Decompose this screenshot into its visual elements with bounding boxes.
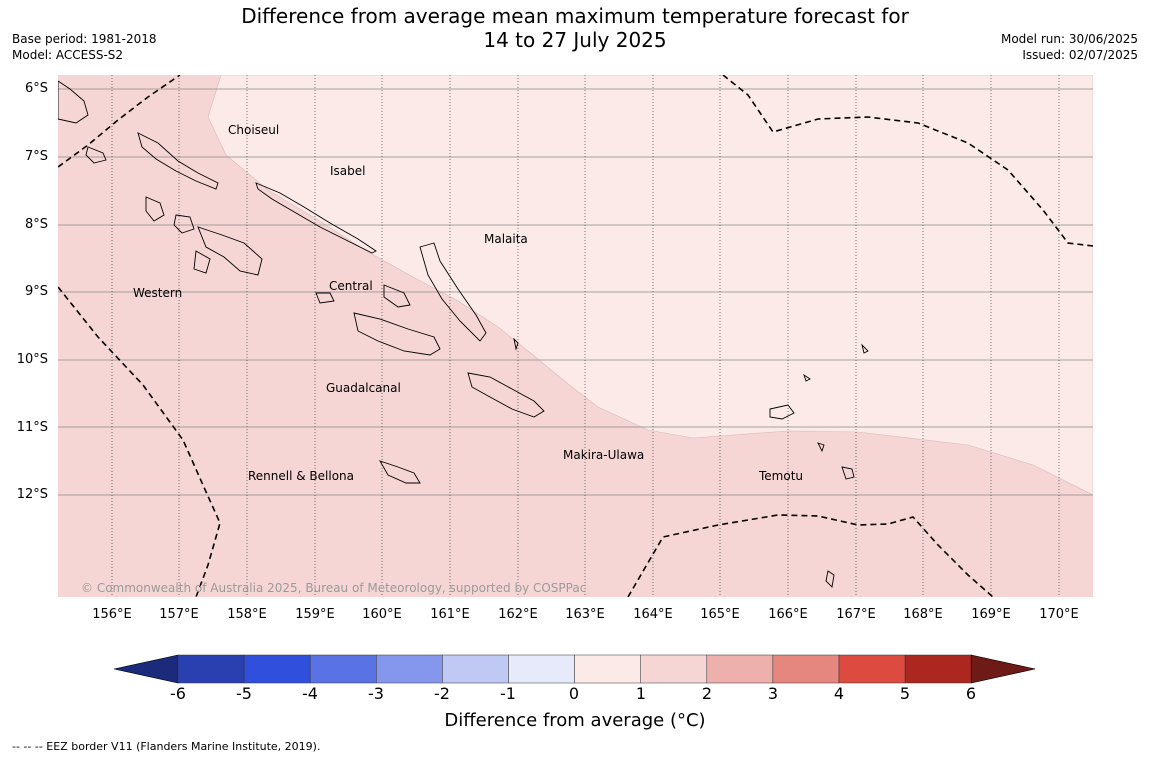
colorbar-tick: 3 [767, 684, 779, 703]
lon-label: 168°E [903, 607, 943, 622]
lon-label: 166°E [768, 607, 808, 622]
lon-label: 158°E [227, 607, 267, 622]
colorbar-cell [177, 654, 245, 684]
choiseul-island [137, 132, 219, 190]
lat-label: 6°S [24, 81, 48, 96]
lon-label: 159°E [295, 607, 335, 622]
lat-label: 8°S [24, 217, 48, 232]
isabel-island [255, 182, 377, 254]
new-georgia-islands [197, 226, 263, 276]
lon-label: 162°E [498, 607, 538, 622]
colorbar-tick: 0 [568, 684, 580, 703]
lat-label: 7°S [24, 149, 48, 164]
lat-label: 10°S [16, 352, 48, 367]
colorbar [113, 654, 1036, 684]
colorbar-cell [376, 654, 443, 684]
guadalcanal-island [353, 312, 441, 356]
colorbar-cell [309, 654, 377, 684]
colorbar-label: Difference from average (°C) [444, 710, 706, 731]
colorbar-cell [772, 654, 840, 684]
lon-label: 169°E [971, 607, 1011, 622]
lat-label: 11°S [16, 420, 48, 435]
lon-label: 160°E [362, 607, 402, 622]
issued-date: Issued: 02/07/2025 [1022, 48, 1138, 62]
colorbar-cell [574, 654, 641, 684]
colorbar-over-arrow [970, 654, 1036, 684]
lon-label: 161°E [430, 607, 470, 622]
region-label: Temotu [758, 469, 803, 483]
region-label: Western [133, 286, 182, 300]
region-label: Choiseul [228, 123, 279, 137]
base-period: Base period: 1981-2018 [12, 32, 157, 46]
region-label: Malaita [484, 232, 528, 246]
colorbar-cell [243, 654, 311, 684]
rennell-island [379, 460, 421, 484]
meta-left: Base period: 1981-2018 Model: ACCESS-S2 [12, 31, 157, 63]
chart-title: Difference from average mean maximum tem… [0, 4, 1150, 52]
meridians [111, 75, 1060, 597]
colorbar-tick: -3 [368, 684, 384, 703]
region-label: Rennell & Bellona [248, 469, 354, 483]
model-name: Model: ACCESS-S2 [12, 48, 124, 62]
makira-island [467, 372, 545, 418]
santa-cruz-island [769, 404, 795, 420]
title-line-2: 14 to 27 July 2025 [483, 28, 667, 52]
lon-label: 157°E [159, 607, 199, 622]
anomaly-region-0-1 [207, 75, 1093, 496]
model-run: Model run: 30/06/2025 [1000, 32, 1138, 46]
region-label: Makira-Ulawa [563, 448, 644, 462]
title-line-1: Difference from average mean maximum tem… [241, 4, 909, 28]
malaita-island [419, 242, 487, 342]
colorbar-cell [442, 654, 509, 684]
region-label: Central [329, 279, 373, 293]
eez-border [58, 75, 1093, 597]
lat-label: 12°S [16, 487, 48, 502]
colorbar-tick: 6 [965, 684, 977, 703]
gridlines [58, 88, 1093, 496]
colorbar-tick: 5 [899, 684, 911, 703]
eez-legend-note: -- -- -- EEZ border V11 (Flanders Marine… [12, 740, 321, 753]
lon-label: 165°E [700, 607, 740, 622]
lon-label: 167°E [836, 607, 876, 622]
colorbar-tick: -1 [500, 684, 516, 703]
lat-label: 9°S [24, 284, 48, 299]
colorbar-tick: 2 [701, 684, 713, 703]
colorbar-under-arrow [113, 654, 179, 684]
copyright-text: © Commonwealth of Australia 2025, Bureau… [81, 581, 586, 595]
lon-label: 163°E [565, 607, 605, 622]
coastlines [58, 80, 869, 588]
colorbar-tick: -4 [302, 684, 318, 703]
bougainville-island [58, 80, 89, 124]
colorbar-cell [904, 654, 972, 684]
region-label: Isabel [330, 164, 365, 178]
colorbar-tick: -6 [170, 684, 186, 703]
colorbar-cells [113, 654, 1036, 684]
lon-label: 164°E [633, 607, 673, 622]
colorbar-tick: -5 [236, 684, 252, 703]
lon-label: 170°E [1039, 607, 1079, 622]
map-panel: Choiseul Isabel Malaita Western Central … [58, 75, 1093, 597]
colorbar-cell [706, 654, 774, 684]
colorbar-cell [640, 654, 708, 684]
lon-label: 156°E [92, 607, 132, 622]
colorbar-tick: -2 [434, 684, 450, 703]
colorbar-cell [838, 654, 906, 684]
region-label: Guadalcanal [326, 381, 401, 395]
colorbar-tick: 1 [635, 684, 647, 703]
colorbar-tick: 4 [833, 684, 845, 703]
colorbar-cell [508, 654, 575, 684]
meta-right: Model run: 30/06/2025 Issued: 02/07/2025 [1001, 31, 1138, 63]
